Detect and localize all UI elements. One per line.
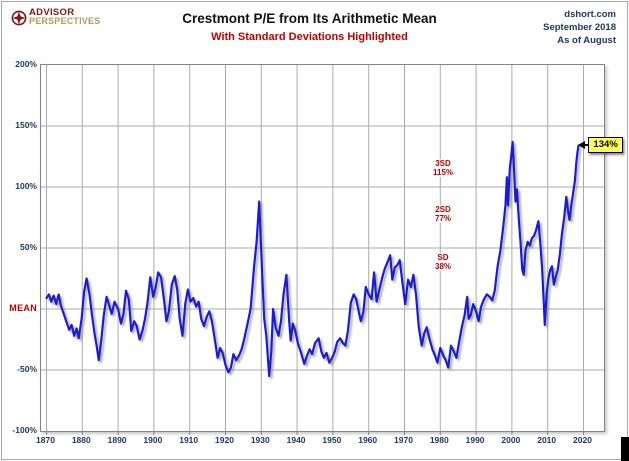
screenshot-corner-artifact: [621, 437, 629, 461]
chart-title: Crestmont P/E from Its Arithmetic Mean: [182, 11, 437, 26]
x-axis-tick-label: 2000: [501, 435, 521, 445]
x-axis-tick-label: 1900: [143, 435, 163, 445]
y-axis-tick-label: 100%: [15, 181, 37, 191]
x-axis-tick-label: 1910: [179, 435, 199, 445]
logo-line2: PERSPECTIVES: [29, 16, 101, 26]
y-axis-tick-label: 200%: [15, 59, 37, 69]
compass-icon: [11, 10, 27, 26]
sd-line-label: 2SD 77%: [429, 205, 457, 224]
x-axis-tick-label: 1880: [71, 435, 91, 445]
callout-arrow-shaft: [583, 143, 590, 146]
x-axis-tick-label: 2020: [573, 435, 592, 445]
x-axis-tick-label: 1870: [36, 435, 55, 445]
advisor-perspectives-logo: ADVISOR PERSPECTIVES: [11, 7, 121, 26]
x-axis-tick-label: 1950: [322, 435, 342, 445]
plot-area: [40, 64, 605, 435]
gridlines: [41, 65, 604, 431]
x-axis-tick-label: 1940: [286, 435, 306, 445]
x-axis-tick-label: 1970: [394, 435, 413, 445]
y-axis-tick-label: 150%: [15, 120, 37, 130]
source-asof: As of August: [557, 35, 616, 46]
y-axis-tick-label: 50%: [19, 242, 37, 252]
callout-arrow-icon: [578, 140, 586, 149]
sd-line-label: 3SD 115%: [427, 158, 459, 177]
source-block: dshort.com September 2018 As of August: [543, 8, 616, 47]
x-axis-tick-label: 1920: [215, 435, 234, 445]
y-axis-tick-label: -50%: [17, 364, 37, 374]
source-date: September 2018: [543, 22, 616, 33]
y-axis-tick-label: -100%: [12, 425, 37, 435]
reference-lines: [41, 167, 604, 357]
axis-ticks: [46, 431, 584, 435]
x-axis-tick-label: 1890: [107, 435, 127, 445]
source-site: dshort.com: [564, 9, 616, 20]
x-axis-tick-label: 1930: [250, 435, 270, 445]
x-axis-tick-label: 2010: [537, 435, 557, 445]
logo-line1: ADVISOR: [29, 7, 75, 18]
data-series: [45, 140, 580, 378]
mean-axis-label: MEAN: [9, 303, 37, 313]
chart-subtitle: With Standard Deviations Highlighted: [211, 31, 408, 43]
chart-svg: [41, 65, 604, 435]
sd-line-label: SD 38%: [429, 252, 457, 271]
x-axis-tick-label: 1980: [429, 435, 449, 445]
x-axis-tick-label: 1960: [358, 435, 378, 445]
x-axis-tick-label: 1990: [465, 435, 485, 445]
latest-value-callout: 134%: [588, 136, 623, 153]
